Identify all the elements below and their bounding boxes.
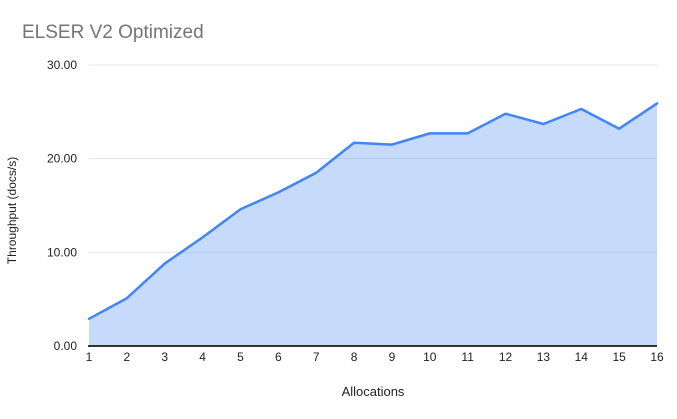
x-tick-label: 16 (650, 350, 664, 364)
x-axis-title: Allocations (342, 384, 405, 399)
series-line (87, 102, 659, 321)
y-tick-label: 30.00 (47, 58, 77, 72)
x-tick-label: 5 (237, 350, 244, 364)
x-tick-label: 9 (389, 350, 396, 364)
x-tick-label: 8 (351, 350, 358, 364)
x-tick-label: 4 (199, 350, 206, 364)
area-fill (89, 103, 657, 346)
x-tick-label: 2 (124, 350, 131, 364)
y-tick-label: 20.00 (47, 152, 77, 166)
x-tick-label: 13 (537, 350, 551, 364)
y-tick-label: 0.00 (54, 339, 78, 353)
x-tick-label: 7 (313, 350, 320, 364)
x-tick-label: 11 (461, 350, 474, 364)
x-tick-label: 12 (499, 350, 513, 364)
x-tick-label: 14 (575, 350, 589, 364)
chart-title: ELSER V2 Optimized (22, 22, 204, 43)
y-tick-label: 10.00 (47, 245, 77, 259)
x-tick-label: 10 (423, 350, 437, 364)
y-axis-title: Throughput (docs/s) (5, 157, 19, 264)
x-tick-label: 6 (275, 350, 282, 364)
x-tick-label: 1 (86, 350, 93, 364)
x-tick-label: 15 (612, 350, 626, 364)
x-tick-label: 3 (161, 350, 168, 364)
